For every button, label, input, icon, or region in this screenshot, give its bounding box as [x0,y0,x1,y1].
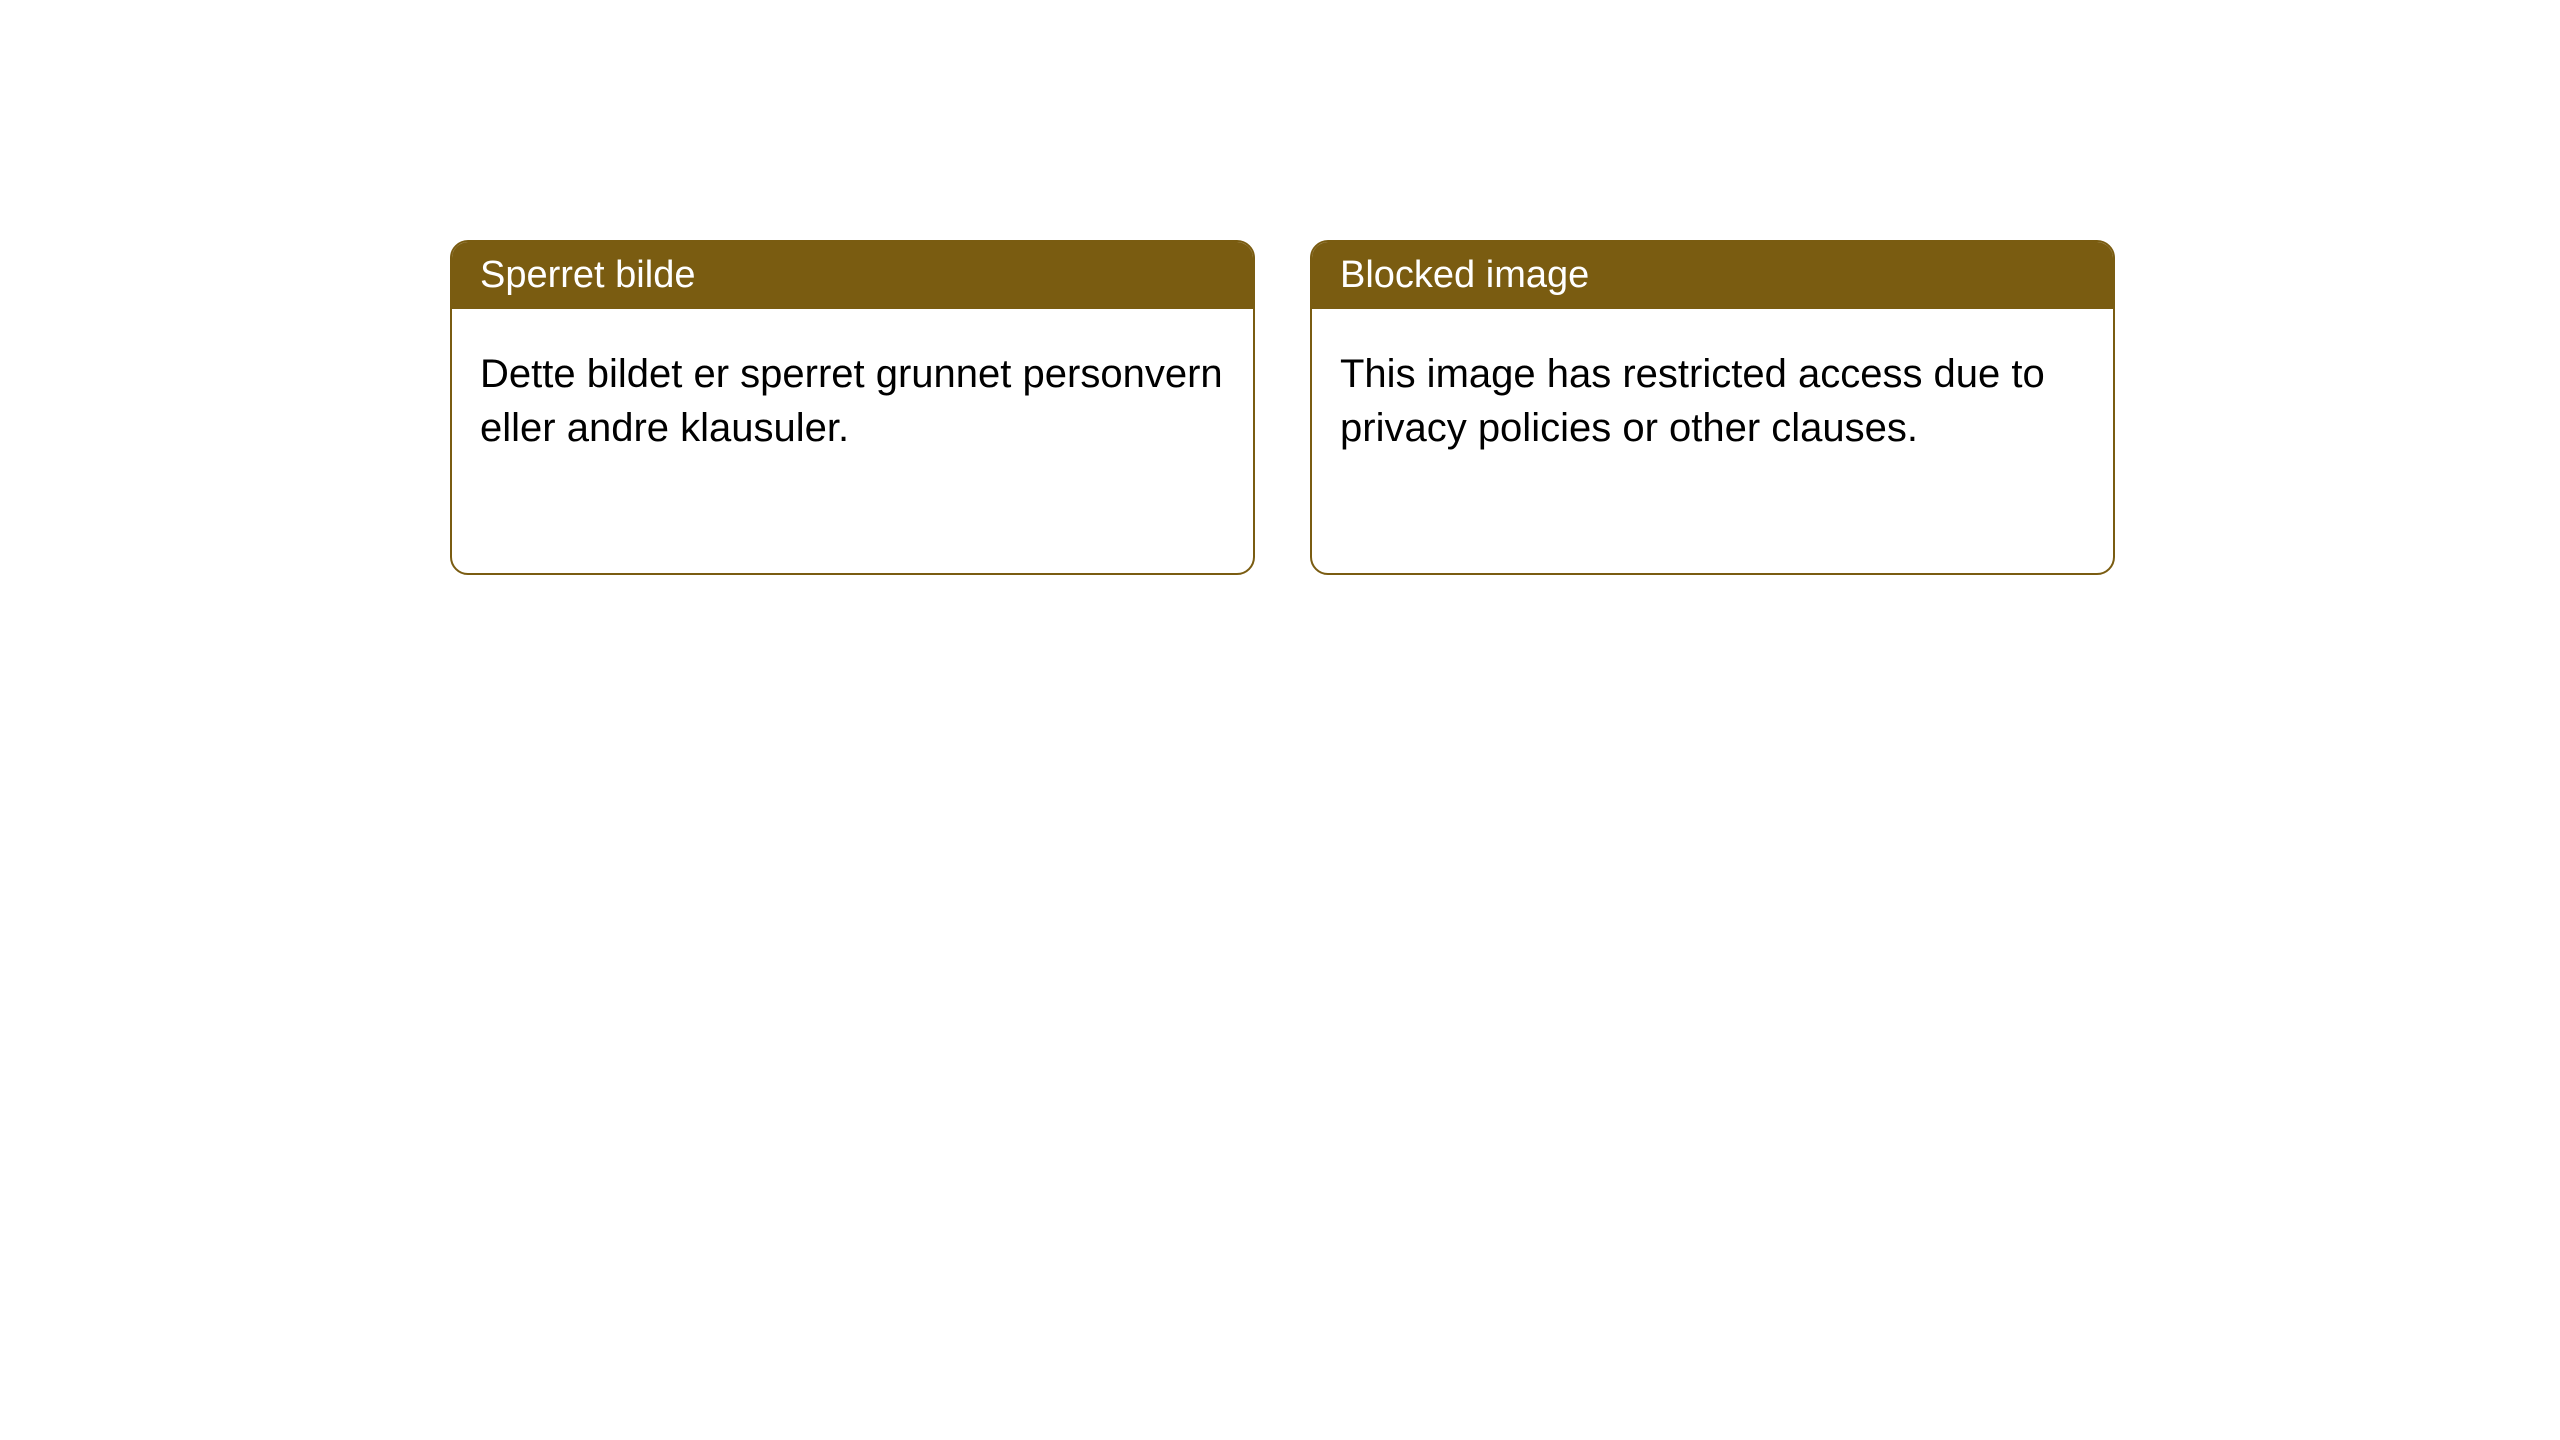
card-body-text: This image has restricted access due to … [1340,352,2045,450]
card-header: Sperret bilde [452,242,1253,309]
card-title: Blocked image [1340,254,1589,296]
card-body: Dette bildet er sperret grunnet personve… [452,309,1253,493]
notice-card-norwegian: Sperret bilde Dette bildet er sperret gr… [450,240,1255,575]
card-header: Blocked image [1312,242,2113,309]
card-body: This image has restricted access due to … [1312,309,2113,493]
card-title: Sperret bilde [480,254,695,296]
notice-card-english: Blocked image This image has restricted … [1310,240,2115,575]
notice-container: Sperret bilde Dette bildet er sperret gr… [450,240,2115,575]
card-body-text: Dette bildet er sperret grunnet personve… [480,352,1223,450]
